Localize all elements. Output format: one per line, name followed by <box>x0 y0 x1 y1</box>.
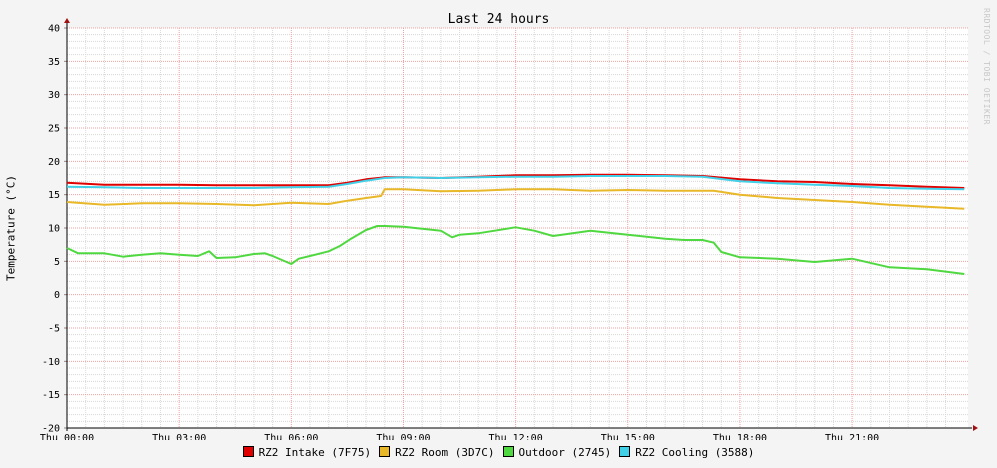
legend-label: RZ2 Room (3D7C) <box>395 446 495 459</box>
legend-item-1: RZ2 Intake (7F75) <box>242 446 372 459</box>
chart-title: Last 24 hours <box>447 12 550 27</box>
x-tick-label: Thu 15:00 <box>601 433 655 440</box>
x-tick-label: Thu 00:00 <box>40 433 94 440</box>
x-tick-label: Thu 06:00 <box>264 433 318 440</box>
legend-swatch <box>502 446 514 457</box>
x-tick-label: Thu 18:00 <box>713 433 767 440</box>
legend-swatch <box>242 446 254 457</box>
x-tick-label: Thu 21:00 <box>825 433 879 440</box>
y-tick-label: 40 <box>48 24 60 35</box>
legend-label: RZ2 Intake (7F75) <box>258 446 372 459</box>
y-tick-label: 15 <box>48 190 60 201</box>
y-tick-label: 35 <box>48 57 60 68</box>
y-tick-label: -20 <box>42 424 60 435</box>
legend-swatch <box>619 446 631 457</box>
y-tick-label: 25 <box>48 124 60 135</box>
y-tick-label: -15 <box>42 390 60 401</box>
y-tick-label: -10 <box>42 357 60 368</box>
series-line-3 <box>66 225 965 275</box>
legend-item-4: RZ2 Cooling (3588) <box>619 446 754 459</box>
legend-item-3: Outdoor (2745) <box>502 446 612 459</box>
legend-label: Outdoor (2745) <box>518 446 612 459</box>
y-tick-label: 30 <box>48 90 60 101</box>
legend-item-2: RZ2 Room (3D7C) <box>379 446 495 459</box>
legend-swatch <box>379 446 391 457</box>
y-tick-label: 20 <box>48 157 60 168</box>
x-tick-label: Thu 12:00 <box>489 433 543 440</box>
y-axis-arrow <box>64 18 70 23</box>
x-tick-label: Thu 03:00 <box>152 433 206 440</box>
series-line-4 <box>66 175 965 191</box>
y-tick-label: 0 <box>54 290 60 301</box>
y-tick-label: -5 <box>48 324 60 335</box>
watermark-text: RRDTOOL / TOBI OETIKER <box>982 8 991 125</box>
chart-legend: RZ2 Intake (7F75) RZ2 Room (3D7C) Outdoor … <box>0 446 997 459</box>
series-line-2 <box>66 188 965 210</box>
legend-label: RZ2 Cooling (3588) <box>635 446 755 459</box>
x-axis-arrow <box>973 425 978 431</box>
x-tick-label: Thu 09:00 <box>376 433 430 440</box>
y-tick-label: 5 <box>54 257 60 268</box>
y-tick-label: 10 <box>48 224 60 235</box>
